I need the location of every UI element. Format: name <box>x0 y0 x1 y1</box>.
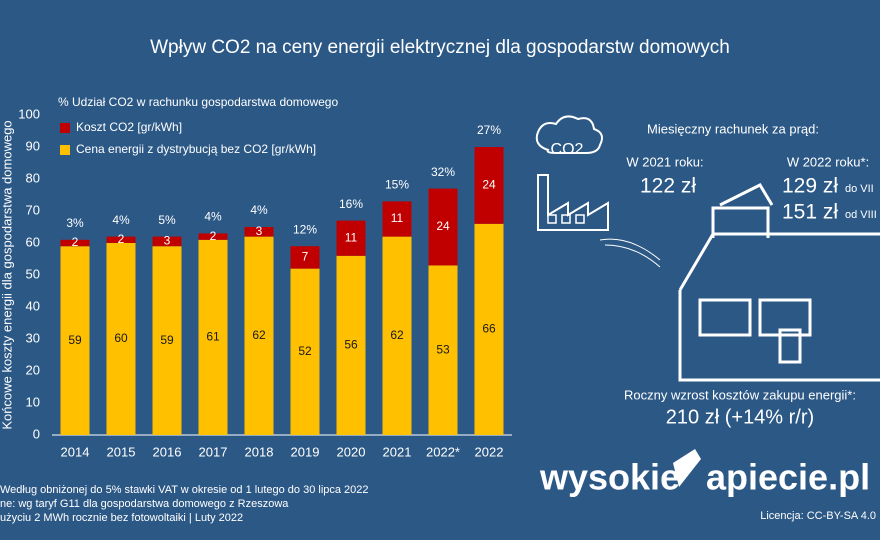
value-label: 59 <box>68 333 82 347</box>
bar-segment <box>290 268 320 435</box>
value-label: 61 <box>206 330 220 344</box>
logo: wysokie <box>539 457 680 498</box>
value-label: 56 <box>344 338 358 352</box>
label: od VIII <box>845 209 877 221</box>
value-label: 2 <box>118 232 125 246</box>
y-tick-label: 0 <box>33 426 40 441</box>
share-label: 12% <box>293 222 317 236</box>
value: 151 zł <box>782 201 838 224</box>
x-tick-label: 2022* <box>426 444 460 459</box>
value: 129 zł <box>782 175 838 198</box>
y-tick-label: 70 <box>26 202 40 217</box>
footnote: Według obniżonej do 5% stawki VAT w okre… <box>0 484 369 496</box>
share-heading: % Udział CO2 w rachunku gospodarstwa dom… <box>58 95 338 109</box>
value-label: 3 <box>256 224 263 238</box>
value-label: 66 <box>482 322 496 336</box>
legend-swatch <box>60 123 70 133</box>
bar-segment <box>152 236 182 247</box>
x-tick-label: 2019 <box>291 444 320 459</box>
logo: apiecie.pl <box>706 457 870 498</box>
label: Roczny wzrost kosztów zakupu energii*: <box>624 387 856 402</box>
value-label: 7 <box>302 250 309 264</box>
bar-segment <box>336 220 366 256</box>
panel-heading: Miesięczny rachunek za prąd: <box>647 121 819 136</box>
logo-mark <box>673 449 701 487</box>
y-tick-label: 80 <box>26 170 40 185</box>
license: Licencja: CC-BY-SA 4.0 <box>760 510 876 522</box>
legend-label: Cena energii z dystrybucją bez CO2 [gr/k… <box>76 142 316 156</box>
y-tick-label: 90 <box>26 138 40 153</box>
footnote: ne: wg taryf G11 dla gospodarstwa domowe… <box>0 498 289 510</box>
bar-segment <box>474 223 504 435</box>
value-label: 11 <box>345 230 358 244</box>
value-label: 11 <box>391 211 404 225</box>
label: W 2022 roku*: <box>787 154 869 169</box>
x-tick-label: 2015 <box>107 444 136 459</box>
y-tick-label: 30 <box>26 330 40 345</box>
value-label: 24 <box>482 178 496 192</box>
bar-segment <box>198 239 228 435</box>
legend-label: Koszt CO2 [gr/kWh] <box>76 120 182 134</box>
share-label: 5% <box>158 213 176 227</box>
x-tick-label: 2018 <box>245 444 274 459</box>
value-label: 62 <box>252 328 266 342</box>
bar-segment <box>198 233 228 240</box>
bar-segment <box>382 201 412 237</box>
bar-segment <box>244 227 274 237</box>
value-label: 2 <box>210 229 217 243</box>
value-label: 52 <box>298 344 312 358</box>
x-tick-label: 2021 <box>383 444 412 459</box>
y-tick-label: 60 <box>26 234 40 249</box>
footnote: użyciu 2 MWh rocznie bez fotowoltaiki | … <box>0 512 243 524</box>
y-tick-label: 40 <box>26 298 40 313</box>
value-label: 53 <box>436 342 450 356</box>
share-label: 4% <box>112 213 130 227</box>
value: 210 zł (+14% r/r) <box>666 406 814 428</box>
y-tick-label: 100 <box>18 106 40 121</box>
value-label: 3 <box>164 234 171 248</box>
bar-segment <box>382 236 412 435</box>
cloud-label: CO2 <box>551 141 584 158</box>
y-tick-label: 50 <box>26 266 40 281</box>
value-label: 59 <box>160 333 174 347</box>
chart-title: Wpływ CO2 na ceny energii elektrycznej d… <box>150 37 730 58</box>
bar-segment <box>428 188 458 266</box>
bar-segment <box>474 147 504 224</box>
bar-segment <box>106 236 136 243</box>
label: W 2021 roku: <box>626 154 703 169</box>
y-tick-label: 10 <box>26 394 40 409</box>
x-tick-label: 2017 <box>199 444 228 459</box>
value-label: 62 <box>390 328 404 342</box>
bar-segment <box>428 265 458 435</box>
bar-segment <box>152 246 182 435</box>
legend-swatch <box>60 145 70 155</box>
value: 122 zł <box>640 175 696 198</box>
x-tick-label: 2014 <box>61 444 90 459</box>
x-tick-label: 2020 <box>337 444 366 459</box>
bar-segment <box>60 239 90 247</box>
share-label: 32% <box>431 165 455 179</box>
illustration <box>535 115 880 382</box>
share-label: 3% <box>66 216 84 230</box>
bar-segment <box>60 246 90 435</box>
share-label: 4% <box>204 210 222 224</box>
share-label: 16% <box>339 197 363 211</box>
x-tick-label: 2016 <box>153 444 182 459</box>
share-label: 4% <box>250 203 268 217</box>
y-axis-label: Końcowe koszty energii dla gospodarstwa … <box>0 120 14 429</box>
value-label: 2 <box>72 235 79 249</box>
value-label: 60 <box>114 331 128 345</box>
y-tick-label: 20 <box>26 362 40 377</box>
x-tick-label: 2022 <box>475 444 504 459</box>
bar-segment <box>290 246 320 269</box>
share-label: 27% <box>477 123 501 137</box>
bar-segment <box>106 243 136 435</box>
bar-segment <box>336 255 366 435</box>
label: do VII <box>845 183 874 195</box>
bar-segment <box>244 236 274 435</box>
share-label: 15% <box>385 178 409 192</box>
value-label: 24 <box>436 219 450 233</box>
